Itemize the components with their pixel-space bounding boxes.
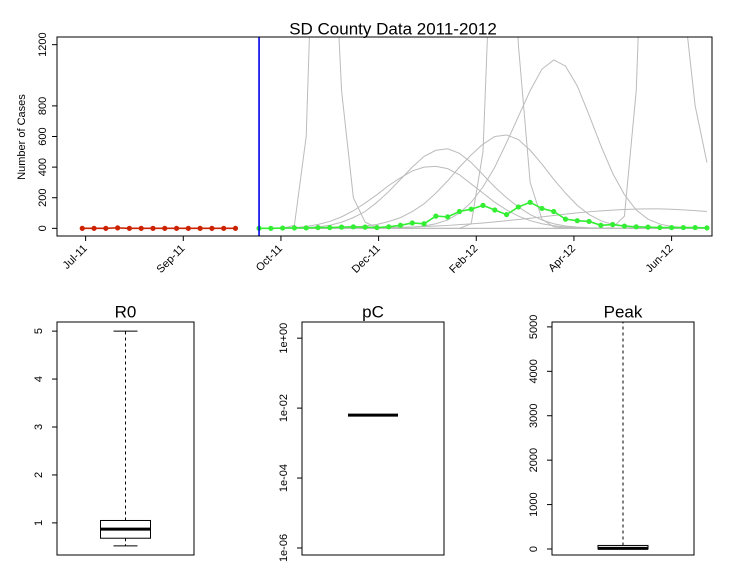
data-point <box>232 225 239 231</box>
data-point <box>150 225 156 231</box>
data-point <box>680 224 686 231</box>
series-line <box>259 37 707 229</box>
data-point <box>291 225 298 231</box>
chart-title: R0 <box>115 302 137 321</box>
plot-frame <box>301 321 445 556</box>
data-point <box>574 218 580 224</box>
y-tick-label: 2000 <box>528 448 540 472</box>
series-line <box>259 148 707 229</box>
data-point <box>91 225 97 231</box>
data-point <box>197 225 203 231</box>
x-tick-label: Feb-12 <box>447 243 480 276</box>
data-point <box>621 223 628 229</box>
chart-title: pC <box>362 302 384 321</box>
data-point <box>633 224 639 230</box>
data-point <box>598 222 604 228</box>
y-tick-label: 1e-02 <box>278 394 290 422</box>
data-point <box>115 225 121 231</box>
data-point <box>657 224 663 231</box>
chart-title: Peak <box>604 302 643 321</box>
data-point <box>468 206 474 212</box>
data-point <box>433 213 439 219</box>
data-point <box>79 225 85 231</box>
data-point <box>551 208 557 215</box>
data-point <box>374 224 380 231</box>
y-tick-label: 0 <box>528 546 540 552</box>
y-tick-label: 2 <box>33 472 45 478</box>
data-point <box>692 224 698 231</box>
x-tick-label: Sep-11 <box>154 243 187 276</box>
y-tick-label: 3 <box>33 424 45 430</box>
data-point <box>645 224 651 230</box>
data-point <box>562 216 569 222</box>
data-point <box>303 225 309 231</box>
data-point <box>103 225 109 231</box>
data-point <box>209 225 215 231</box>
y-axis-label: Number of Cases <box>16 94 28 180</box>
data-point <box>126 225 133 231</box>
y-tick-label: 0 <box>37 225 49 231</box>
plot-frame <box>56 36 713 237</box>
y-tick-label: 4000 <box>528 359 540 383</box>
data-point <box>586 218 592 225</box>
data-point <box>397 222 404 228</box>
data-point <box>386 224 392 230</box>
data-point <box>338 224 345 230</box>
y-tick-label: 1200 <box>37 32 49 56</box>
series-line <box>259 165 707 229</box>
data-point <box>173 225 180 231</box>
plot-frame <box>551 321 695 556</box>
y-tick-label: 1000 <box>528 492 540 516</box>
y-tick-label: 1e-06 <box>278 534 290 562</box>
data-point <box>185 225 191 231</box>
y-tick-label: 4 <box>33 376 45 382</box>
data-point <box>704 225 710 231</box>
data-point <box>480 202 486 208</box>
x-tick-label: Jun-12 <box>643 243 675 275</box>
data-point <box>539 205 545 212</box>
data-point <box>503 211 510 218</box>
data-point <box>456 208 463 215</box>
x-tick-label: Apr-12 <box>546 243 578 275</box>
x-tick-label: Oct-11 <box>254 243 285 274</box>
x-tick-label: Dec-11 <box>350 243 383 276</box>
data-point <box>327 224 333 231</box>
y-tick-label: 5000 <box>528 315 540 339</box>
y-tick-label: 200 <box>37 189 49 207</box>
data-point <box>221 225 227 231</box>
y-tick-label: 1e-04 <box>278 464 290 492</box>
y-tick-label: 3000 <box>528 403 540 427</box>
data-point <box>315 224 321 231</box>
data-point <box>268 225 274 231</box>
data-point <box>350 224 356 230</box>
data-point <box>610 221 616 228</box>
chart-title: SD County Data 2011-2012 <box>289 19 497 38</box>
data-point <box>162 225 168 231</box>
data-point <box>280 225 286 231</box>
y-tick-label: 600 <box>37 127 49 145</box>
data-point <box>445 214 451 220</box>
y-tick-label: 800 <box>37 97 49 115</box>
y-tick-label: 5 <box>33 328 45 334</box>
plot-frame <box>56 321 195 556</box>
y-tick-label: 1e+00 <box>278 323 290 354</box>
y-tick-label: 400 <box>37 158 49 176</box>
data-point <box>515 204 521 210</box>
x-tick-label: Jul-11 <box>61 243 90 272</box>
data-point <box>138 225 144 231</box>
data-point <box>492 207 498 213</box>
data-point <box>362 224 368 230</box>
data-point <box>668 224 675 231</box>
data-point <box>409 220 415 226</box>
plot-area <box>79 37 710 231</box>
y-tick-label: 1 <box>33 520 45 526</box>
data-point <box>527 199 533 205</box>
data-point <box>421 221 427 227</box>
